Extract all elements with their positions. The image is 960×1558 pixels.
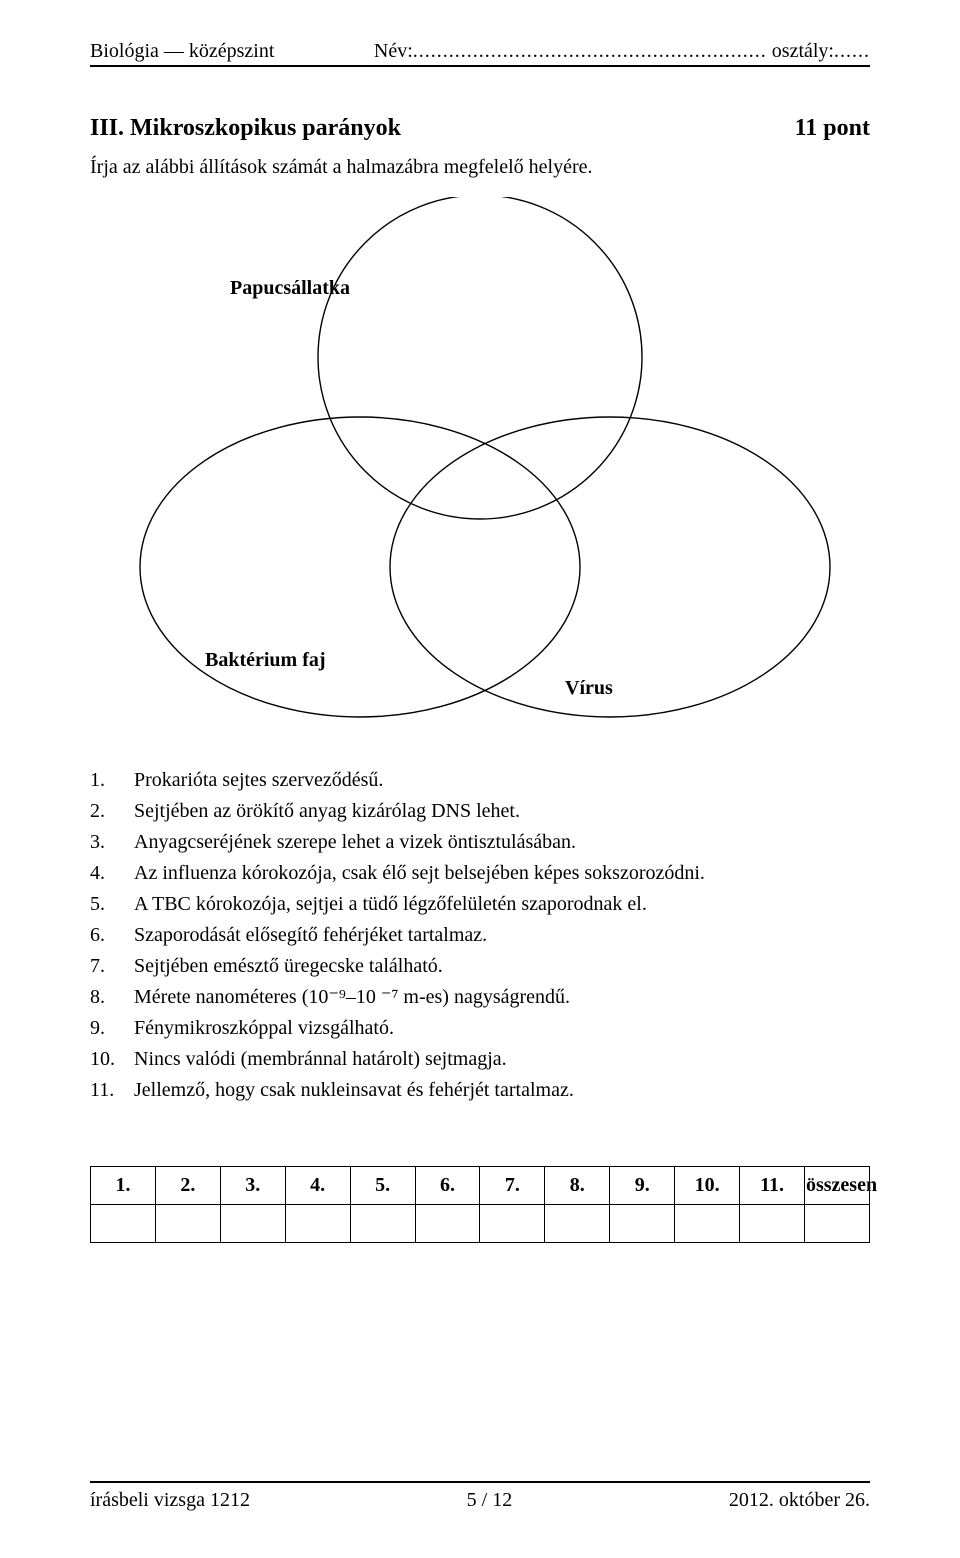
statement-text: Anyagcseréjének szerepe lehet a vizek ön… [134,829,576,856]
statement-number: 11. [90,1077,134,1104]
statement-text: Prokarióta sejtes szerveződésű. [134,767,383,794]
footer-right: 2012. október 26. [729,1489,870,1512]
venn-label-papucsallatka: Papucsállatka [230,277,350,300]
footer-rule [90,1481,870,1483]
footer-center: 5 / 12 [467,1489,513,1512]
footer-left: írásbeli vizsga 1212 [90,1489,250,1512]
statement-number: 9. [90,1015,134,1042]
section-points: 11 pont [795,115,870,142]
statement-text: Fénymikroszkóppal vizsgálható. [134,1015,394,1042]
score-header-cell: 8. [545,1167,610,1205]
statement-item: 10.Nincs valódi (membránnal határolt) se… [90,1044,870,1075]
statement-number: 10. [90,1046,134,1073]
score-header-cell: összesen [804,1167,869,1205]
statement-text: Jellemző, hogy csak nukleinsavat és fehé… [134,1077,574,1104]
page-header: Biológia — középszint Név:..............… [90,40,870,63]
venn-label-virus: Vírus [565,677,613,700]
header-rule [90,65,870,67]
page-footer: írásbeli vizsga 1212 5 / 12 2012. októbe… [90,1481,870,1512]
statement-number: 6. [90,922,134,949]
statement-text: Sejtjében emésztő üregecske található. [134,953,443,980]
statement-item: 5.A TBC kórokozója, sejtjei a tüdő légző… [90,889,870,920]
instruction-text: Írja az alábbi állítások számát a halmaz… [90,156,870,179]
statement-item: 7.Sejtjében emésztő üregecske található. [90,951,870,982]
score-header-cell: 10. [675,1167,740,1205]
score-table: 1.2.3.4.5.6.7.8.9.10.11.összesen [90,1166,870,1243]
score-header-cell: 7. [480,1167,545,1205]
statement-number: 1. [90,767,134,794]
statement-item: 3.Anyagcseréjének szerepe lehet a vizek … [90,827,870,858]
score-table-header-row: 1.2.3.4.5.6.7.8.9.10.11.összesen [91,1167,870,1205]
score-header-cell: 2. [155,1167,220,1205]
statement-item: 2.Sejtjében az örökítő anyag kizárólag D… [90,796,870,827]
section-title: III. Mikroszkopikus parányok [90,115,401,142]
score-header-cell: 11. [740,1167,805,1205]
name-dots: ........................................… [413,40,767,62]
score-header-cell: 5. [350,1167,415,1205]
score-answer-cell [480,1205,545,1243]
statement-number: 2. [90,798,134,825]
score-answer-cell [740,1205,805,1243]
score-header-cell: 4. [285,1167,350,1205]
statement-number: 4. [90,860,134,887]
score-answer-cell [545,1205,610,1243]
score-answer-cell [155,1205,220,1243]
statement-item: 9.Fénymikroszkóppal vizsgálható. [90,1013,870,1044]
score-answer-cell [610,1205,675,1243]
class-dots: ...... [834,40,870,62]
statement-number: 8. [90,984,134,1011]
statement-number: 5. [90,891,134,918]
score-answer-cell [675,1205,740,1243]
score-header-cell: 3. [220,1167,285,1205]
statement-text: Sejtjében az örökítő anyag kizárólag DNS… [134,798,520,825]
name-label: Név: [374,40,413,62]
score-answer-cell [91,1205,156,1243]
statement-number: 7. [90,953,134,980]
venn-label-bakterium: Baktérium faj [205,649,326,672]
score-answer-cell [415,1205,480,1243]
statement-text: Nincs valódi (membránnal határolt) sejtm… [134,1046,507,1073]
statement-text: Az influenza kórokozója, csak élő sejt b… [134,860,705,887]
score-header-cell: 6. [415,1167,480,1205]
score-header-cell: 9. [610,1167,675,1205]
score-header-cell: 1. [91,1167,156,1205]
statement-item: 4.Az influenza kórokozója, csak élő sejt… [90,858,870,889]
statement-item: 11.Jellemző, hogy csak nukleinsavat és f… [90,1075,870,1106]
score-answer-cell [285,1205,350,1243]
section-title-row: III. Mikroszkopikus parányok 11 pont [90,115,870,142]
statement-text: Szaporodását elősegítő fehérjéket tartal… [134,922,487,949]
venn-diagram: Papucsállatka Baktérium faj Vírus [90,197,870,737]
score-answer-cell [220,1205,285,1243]
header-name-class: Név:....................................… [374,40,870,63]
statement-number: 3. [90,829,134,856]
score-answer-cell [350,1205,415,1243]
statement-item: 6.Szaporodását elősegítő fehérjéket tart… [90,920,870,951]
statement-item: 1.Prokarióta sejtes szerveződésű. [90,765,870,796]
score-table-answer-row [91,1205,870,1243]
statements-list: 1.Prokarióta sejtes szerveződésű.2.Sejtj… [90,765,870,1106]
class-label: osztály: [767,40,834,62]
statement-text: Mérete nanométeres (10⁻⁹–10 ⁻⁷ m-es) nag… [134,984,570,1011]
header-subject: Biológia — középszint [90,40,274,63]
statement-text: A TBC kórokozója, sejtjei a tüdő légzőfe… [134,891,647,918]
score-answer-cell [804,1205,869,1243]
statement-item: 8.Mérete nanométeres (10⁻⁹–10 ⁻⁷ m-es) n… [90,982,870,1013]
